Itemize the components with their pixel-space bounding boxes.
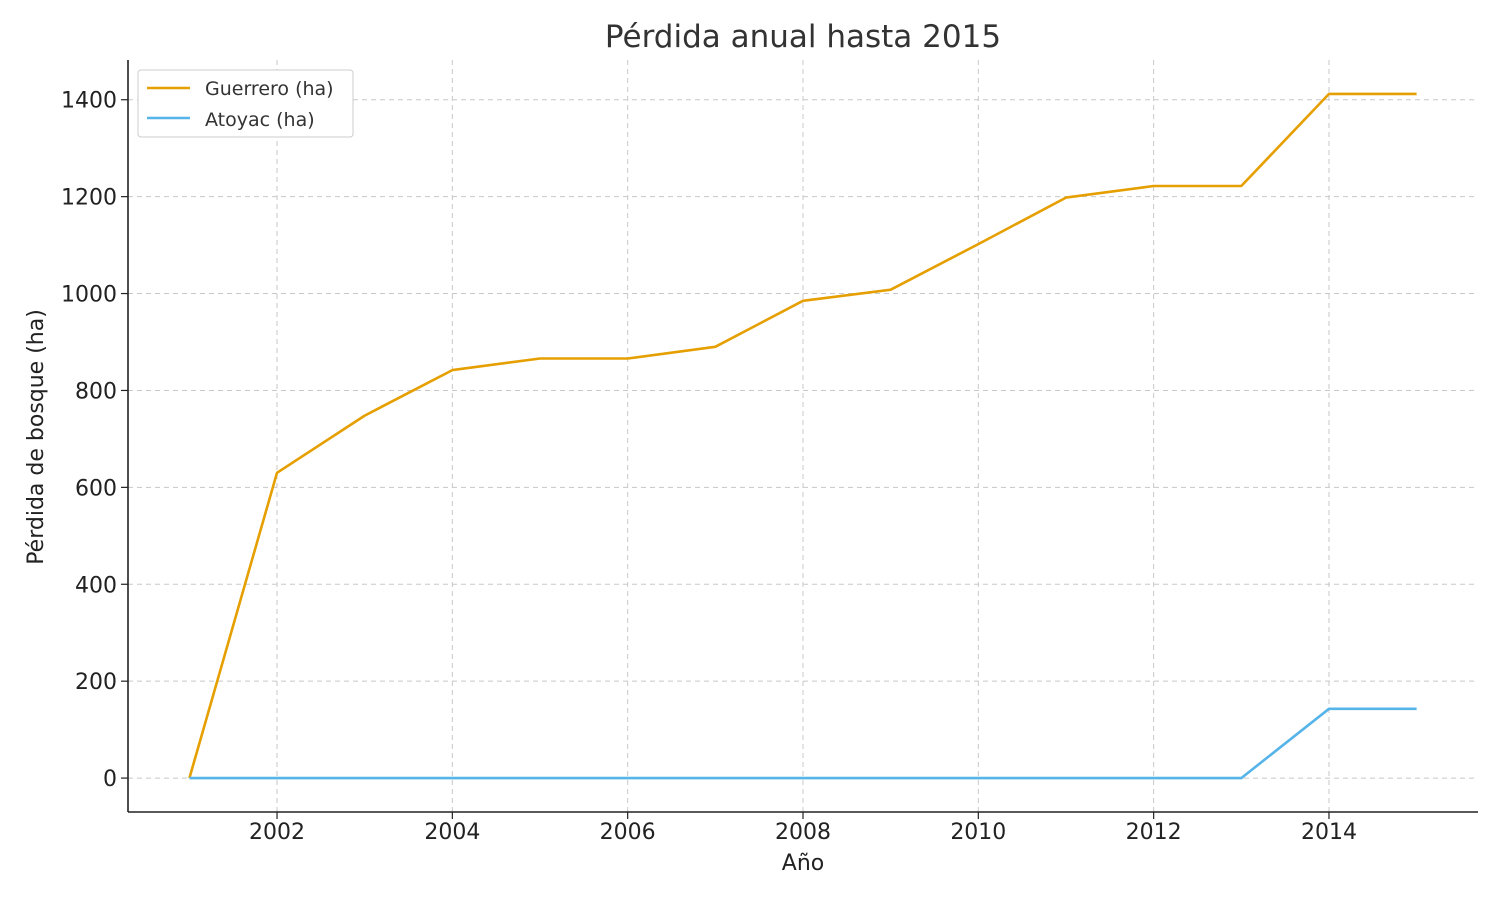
legend-label-atoyac: Atoyac (ha) [205, 109, 315, 131]
y-tick-label-600: 600 [75, 476, 117, 501]
series-layer [188, 92, 1417, 780]
grid [128, 60, 1478, 812]
legend-label-guerrero: Guerrero (ha) [205, 78, 334, 100]
x-tick-label-2004: 2004 [424, 820, 480, 845]
y-tick-label-800: 800 [75, 379, 117, 404]
legend: Guerrero (ha) Atoyac (ha) [137, 69, 354, 138]
x-tick-label-2002: 2002 [249, 820, 305, 845]
series-line-guerrero [188, 92, 1417, 779]
y-axis-ticks: 0 200 400 600 800 1000 1200 1400 [61, 89, 128, 792]
x-tick-label-2008: 2008 [775, 820, 831, 845]
x-tick-label-2012: 2012 [1126, 820, 1182, 845]
y-tick-label-0: 0 [103, 767, 117, 792]
y-axis-label: Pérdida de bosque (ha) [24, 309, 49, 565]
x-tick-label-2006: 2006 [600, 820, 656, 845]
series-line-atoyac [189, 707, 1417, 780]
chart-title: Pérdida anual hasta 2015 [605, 19, 1001, 55]
y-tick-label-200: 200 [75, 670, 117, 695]
x-tick-label-2010: 2010 [950, 820, 1006, 845]
y-tick-label-400: 400 [75, 573, 117, 598]
legend-box [137, 69, 354, 138]
y-tick-label-1400: 1400 [61, 89, 117, 114]
y-tick-label-1200: 1200 [61, 186, 117, 211]
x-axis-label: Año [782, 851, 824, 876]
x-axis-ticks: 2002 2004 2006 2008 2010 2012 2014 [249, 812, 1357, 845]
x-tick-label-2014: 2014 [1301, 820, 1357, 845]
y-tick-label-1000: 1000 [61, 283, 117, 308]
